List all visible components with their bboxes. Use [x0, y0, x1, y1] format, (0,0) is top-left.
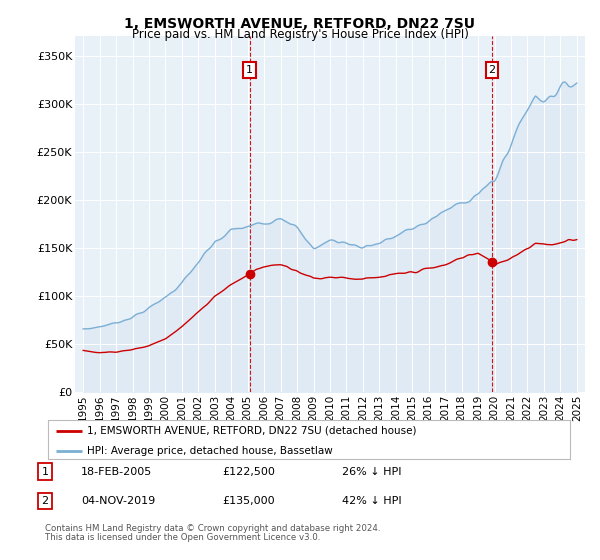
- Text: 1: 1: [41, 466, 49, 477]
- Text: 42% ↓ HPI: 42% ↓ HPI: [342, 496, 401, 506]
- Text: 1: 1: [246, 65, 253, 75]
- Text: 18-FEB-2005: 18-FEB-2005: [81, 466, 152, 477]
- Text: £135,000: £135,000: [222, 496, 275, 506]
- Text: Price paid vs. HM Land Registry's House Price Index (HPI): Price paid vs. HM Land Registry's House …: [131, 28, 469, 41]
- Text: HPI: Average price, detached house, Bassetlaw: HPI: Average price, detached house, Bass…: [87, 446, 333, 456]
- Text: 1, EMSWORTH AVENUE, RETFORD, DN22 7SU: 1, EMSWORTH AVENUE, RETFORD, DN22 7SU: [125, 17, 476, 31]
- Text: 1, EMSWORTH AVENUE, RETFORD, DN22 7SU (detached house): 1, EMSWORTH AVENUE, RETFORD, DN22 7SU (d…: [87, 426, 416, 436]
- Text: This data is licensed under the Open Government Licence v3.0.: This data is licensed under the Open Gov…: [45, 533, 320, 542]
- Text: 2: 2: [488, 65, 496, 75]
- Text: £122,500: £122,500: [222, 466, 275, 477]
- Text: 04-NOV-2019: 04-NOV-2019: [81, 496, 155, 506]
- Text: Contains HM Land Registry data © Crown copyright and database right 2024.: Contains HM Land Registry data © Crown c…: [45, 524, 380, 533]
- Text: 26% ↓ HPI: 26% ↓ HPI: [342, 466, 401, 477]
- Text: 2: 2: [41, 496, 49, 506]
